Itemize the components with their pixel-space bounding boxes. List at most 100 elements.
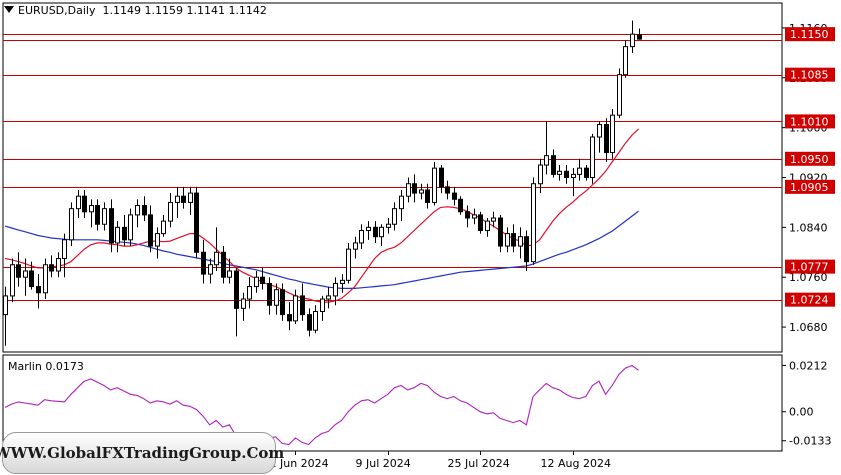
bearish-candle-body [36, 286, 41, 294]
candle [221, 246, 226, 284]
candle [161, 214, 166, 237]
bullish-candle-body [56, 258, 61, 272]
candle [425, 183, 430, 209]
date-label: 25 Jul 2024 [448, 457, 510, 470]
candle [564, 165, 569, 184]
candle [551, 149, 556, 178]
bearish-candle-body [307, 314, 312, 331]
candle [432, 161, 437, 206]
level-label-text: 1.0777 [790, 261, 829, 274]
candle [274, 283, 279, 315]
bearish-candle-body [142, 205, 147, 216]
candle [76, 189, 81, 219]
bullish-candle-body [610, 114, 615, 154]
candle [518, 227, 523, 259]
candle [148, 205, 153, 253]
bullish-candle-body [472, 214, 477, 219]
candle [524, 230, 529, 271]
candle [36, 274, 41, 309]
candle [247, 277, 252, 309]
level-price-labels: 1.11501.10851.10101.09501.09051.07771.07… [785, 27, 835, 307]
horizontal-levels[interactable] [3, 34, 782, 301]
candle [194, 186, 199, 259]
bullish-candle-body [333, 282, 338, 297]
level-label-text: 1.1010 [790, 115, 829, 128]
bullish-candle-body [485, 220, 490, 231]
bullish-candle-body [76, 195, 81, 210]
ohlc-values: 1.1149 1.1159 1.1141 1.1142 [102, 4, 267, 17]
bearish-candle-body [29, 270, 34, 288]
bearish-candle-body [280, 289, 285, 316]
bearish-candle-body [425, 189, 430, 203]
level-label-text: 1.0950 [790, 153, 829, 166]
candle [208, 258, 213, 284]
bullish-candle-body [89, 205, 94, 213]
candle [412, 174, 417, 203]
candle [254, 270, 259, 293]
chart-header[interactable]: EURUSD,Daily 1.1149 1.1159 1.1141 1.1142 [4, 4, 267, 17]
bullish-candle-body [432, 167, 437, 203]
candle [115, 221, 120, 253]
bearish-candle-body [49, 264, 54, 272]
bullish-candle-body [590, 136, 595, 179]
bullish-candle-body [346, 248, 351, 281]
level-label-box [785, 259, 835, 274]
level-label-box [785, 292, 835, 307]
bearish-candle-body [122, 226, 127, 241]
bullish-candle-body [102, 208, 107, 225]
candle [181, 186, 186, 209]
bearish-candle-body [16, 264, 21, 278]
level-label-box [785, 114, 835, 129]
date-label: 9 Jul 2024 [356, 457, 411, 470]
candle [439, 165, 444, 194]
bullish-candle-body [135, 205, 140, 216]
level-label-text: 1.1085 [790, 69, 829, 82]
candle [478, 211, 483, 234]
oscillator-label: Marlin 0.0173 [8, 360, 84, 373]
bullish-candle-body [571, 173, 576, 178]
bearish-candle-body [234, 270, 239, 309]
candle [56, 252, 61, 278]
bullish-candle-body [386, 223, 391, 228]
candle [637, 28, 642, 40]
candle [326, 286, 331, 309]
candle [82, 189, 87, 219]
bullish-candle-body [274, 289, 279, 306]
main-panel-border [2, 2, 783, 353]
bullish-candle-body [518, 236, 523, 247]
bullish-candle-body [247, 286, 252, 300]
dropdown-triangle-icon[interactable] [4, 6, 14, 13]
candle [346, 242, 351, 284]
price-tick-label: 1.0760 [789, 271, 828, 284]
candle [406, 177, 411, 203]
bullish-candle-body [419, 189, 424, 194]
bullish-candle-body [630, 33, 635, 48]
candle [458, 196, 463, 215]
candle [333, 277, 338, 306]
candle [590, 133, 595, 184]
candle [610, 108, 615, 159]
candle [584, 165, 589, 181]
candle [531, 177, 536, 265]
candle [557, 165, 562, 181]
candle [293, 289, 298, 324]
bullish-candle-body [340, 279, 345, 284]
bullish-candle-body [505, 233, 510, 247]
bullish-candle-body [597, 124, 602, 138]
bearish-candle-body [604, 124, 609, 154]
bullish-candle-body [43, 264, 48, 294]
bearish-candle-body [465, 211, 470, 219]
candle [267, 277, 272, 315]
bearish-candle-body [95, 205, 100, 225]
bearish-candle-body [260, 276, 265, 284]
price-tick-label: 1.0680 [789, 321, 828, 334]
candle [109, 199, 114, 253]
bullish-candle-body [115, 226, 120, 244]
candle [260, 267, 265, 290]
bullish-candle-body [161, 220, 166, 235]
bullish-candle-body [3, 295, 8, 316]
bullish-candle-body [326, 295, 331, 300]
candle [386, 218, 391, 234]
candle [307, 308, 312, 337]
